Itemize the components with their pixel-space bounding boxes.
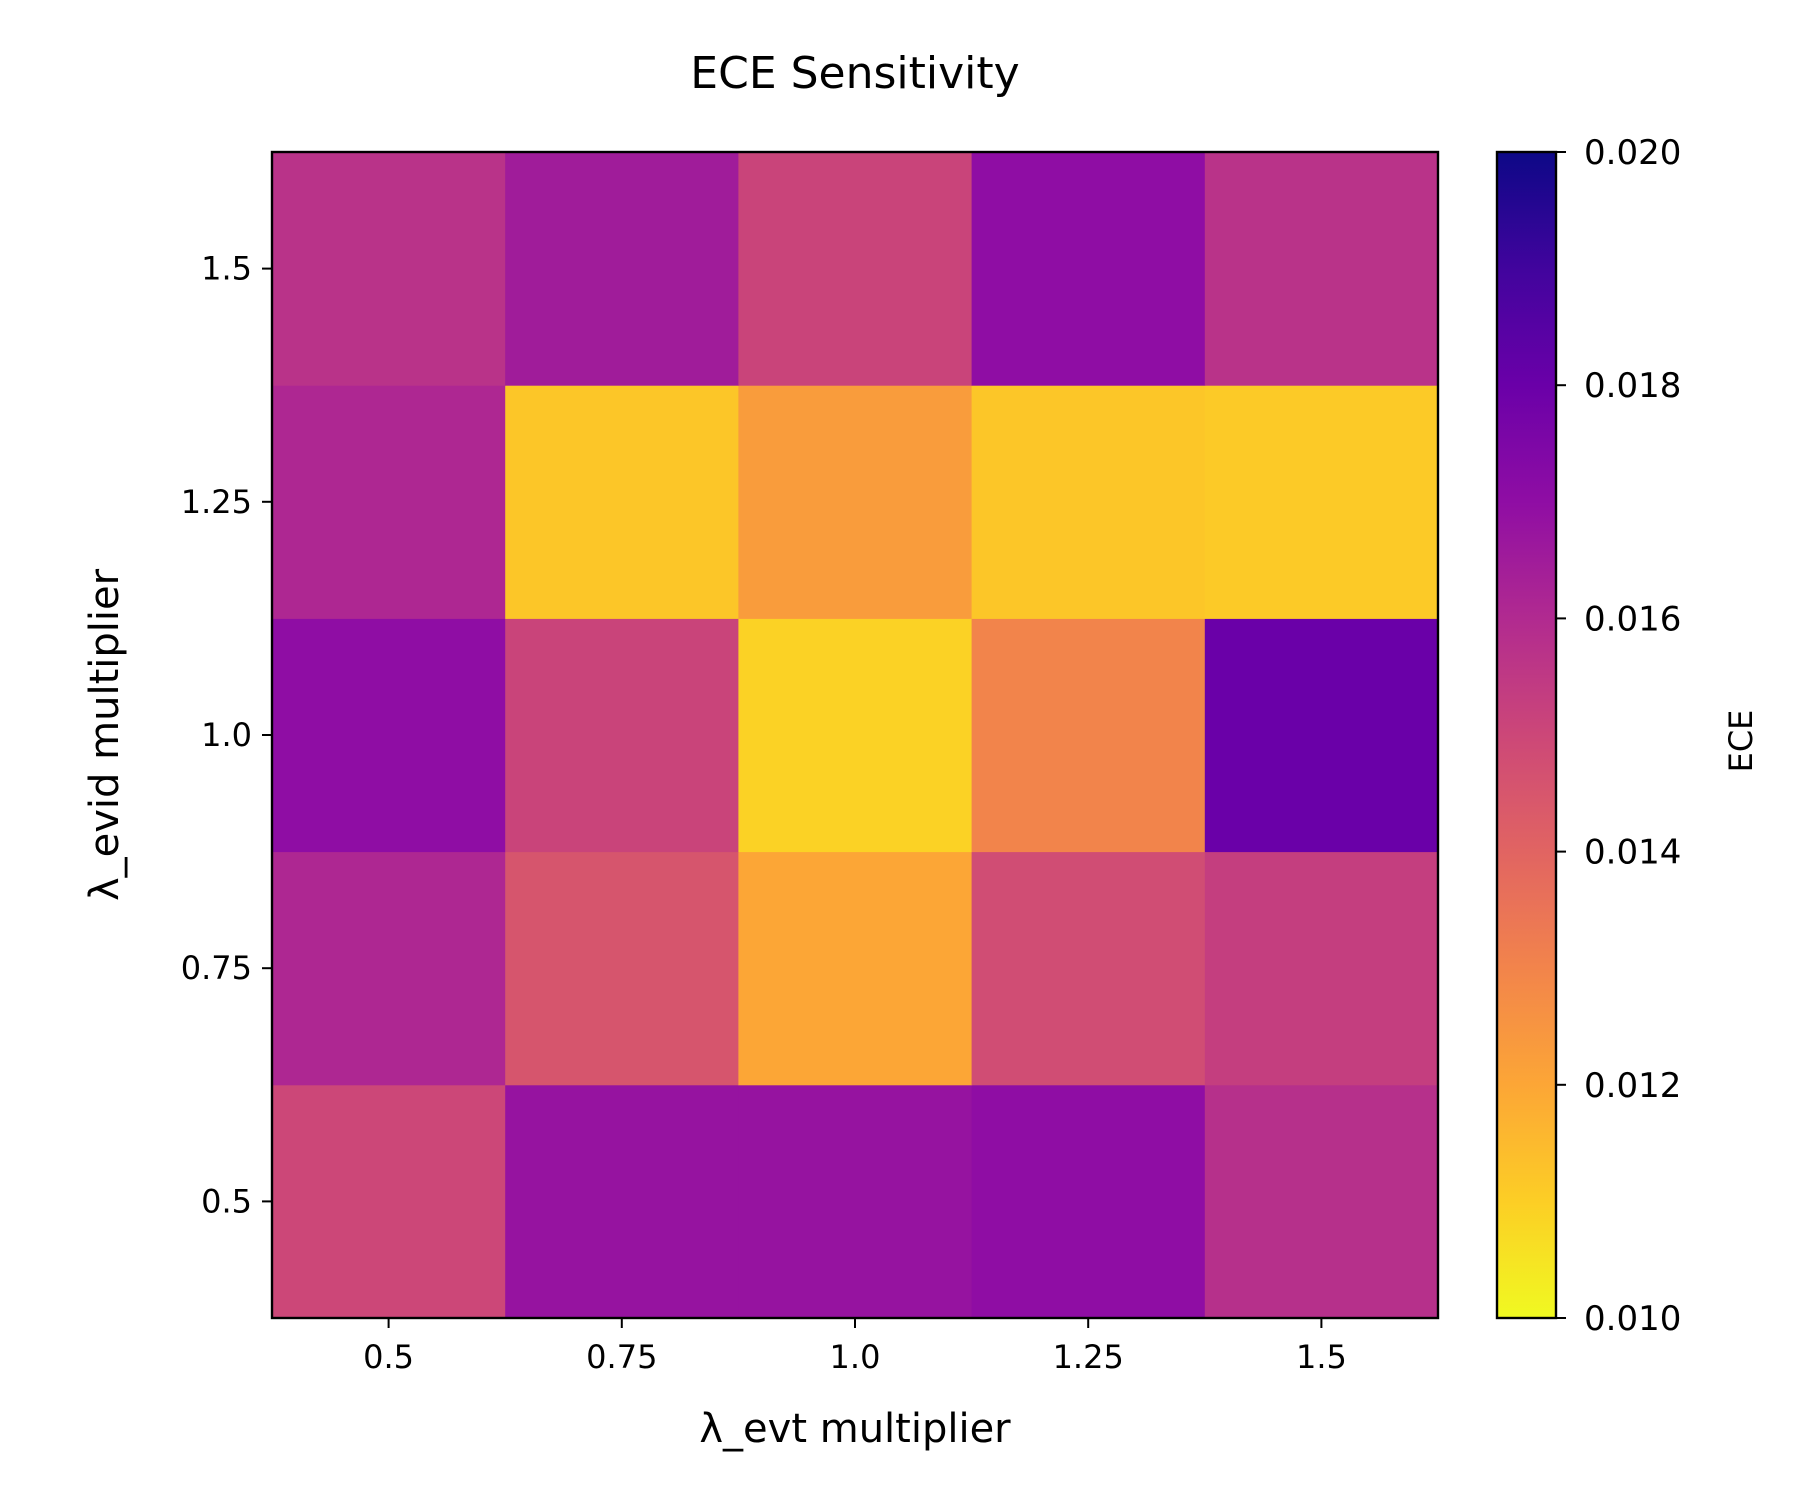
colorbar-tick-label: 0.018: [1584, 366, 1681, 406]
x-tick-label: 1.5: [1296, 1338, 1347, 1376]
heatmap-cell: [272, 1084, 506, 1319]
heatmap-cell: [272, 385, 506, 619]
colorbar-tick-label: 0.012: [1584, 1066, 1681, 1106]
heatmap-cell: [738, 1084, 973, 1319]
colorbar-tick-label: 0.016: [1584, 599, 1681, 639]
heatmap-cell: [971, 385, 1206, 619]
heatmap-cell: [272, 152, 506, 386]
y-axis-label: λ_evid multiplier: [82, 568, 128, 901]
heatmap-cell: [272, 618, 506, 853]
x-axis-label: λ_evt multiplier: [699, 1406, 1011, 1452]
heatmap-cell: [971, 152, 1206, 386]
x-tick-label: 0.5: [363, 1338, 414, 1376]
colorbar-tick-label: 0.010: [1584, 1299, 1681, 1339]
x-tick-label: 1.0: [830, 1338, 881, 1376]
heatmap-cell: [971, 1084, 1206, 1319]
colorbar-tick-label: 0.014: [1584, 833, 1681, 873]
heatmap-cell: [1204, 618, 1439, 853]
heatmap-cell: [1204, 851, 1439, 1086]
y-tick-label: 0.75: [181, 949, 252, 987]
y-tick-label: 1.5: [201, 250, 252, 288]
heatmap-cell: [505, 385, 739, 619]
heatmap-cell: [971, 618, 1206, 853]
colorbar: [1495, 150, 1558, 1320]
heatmap-cell: [272, 851, 506, 1086]
x-tick-label: 1.25: [1053, 1338, 1124, 1376]
heatmap-cell: [505, 1084, 739, 1319]
heatmap-cell: [1204, 1084, 1439, 1319]
heatmap-cell: [505, 851, 739, 1086]
y-axis-ticks: 0.5 0.75 1.0 1.25 1.5: [181, 250, 272, 1220]
chart-title: ECE Sensitivity: [690, 48, 1019, 99]
heatmap-cell: [738, 385, 973, 619]
colorbar-ticks: 0.010 0.012 0.014 0.016 0.018 0.020: [1556, 133, 1681, 1339]
heatmap-cell: [1204, 152, 1439, 386]
colorbar-tick-label: 0.020: [1584, 133, 1681, 173]
heatmap-cell: [738, 152, 973, 386]
heatmap-cell: [505, 152, 739, 386]
colorbar-label: ECE: [1722, 710, 1760, 773]
x-tick-label: 0.75: [586, 1338, 657, 1376]
heatmap-cell: [738, 851, 973, 1086]
x-axis-ticks: 0.5 0.75 1.0 1.25 1.5: [363, 1318, 1347, 1376]
heatmap-cells: [272, 152, 1439, 1319]
y-tick-label: 1.25: [181, 483, 252, 521]
heatmap-cell: [971, 851, 1206, 1086]
y-tick-label: 0.5: [201, 1182, 252, 1220]
y-tick-label: 1.0: [201, 716, 252, 754]
heatmap-cell: [505, 618, 739, 853]
heatmap-cell: [738, 618, 973, 853]
heatmap-cell: [1204, 385, 1439, 619]
